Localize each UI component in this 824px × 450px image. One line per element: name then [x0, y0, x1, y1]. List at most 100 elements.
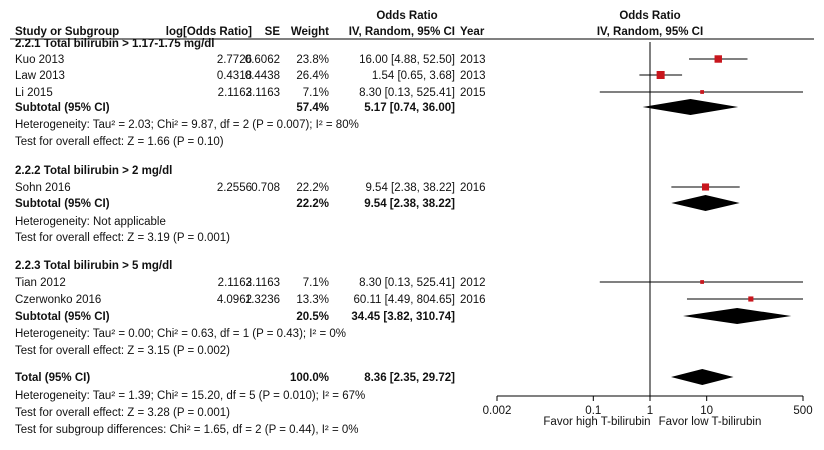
subtotal-ci: 34.45 [3.82, 310.74]	[351, 311, 455, 323]
study-name: Kuo 2013	[15, 54, 64, 66]
study-point	[748, 296, 754, 302]
subtotal-weight: 20.5%	[296, 311, 329, 323]
standard-error: 0.6062	[245, 54, 280, 66]
x-axis: 0.002 0.1 1 10 500	[483, 395, 813, 417]
x-axis-tick-label: 1	[647, 405, 653, 417]
column-header-weight: Weight	[291, 26, 329, 38]
table-rows: 2.2.1 Total bilirubin > 1.17-1.75 mg/dl K…	[15, 38, 486, 436]
x-axis-label-right: Favor low T-bilirubin	[659, 416, 762, 428]
statistics-note: Test for subgroup differences: Chi² = 1.…	[15, 424, 359, 436]
column-header-se: SE	[265, 26, 281, 38]
table-row: 2.2.3 Total bilirubin > 5 mg/dl	[15, 260, 172, 272]
x-axis-tick-label: 0.002	[483, 405, 512, 417]
odds-ratio-ci: 1.54 [0.65, 3.68]	[372, 70, 455, 82]
subgroup-heading: 2.2.1 Total bilirubin > 1.17-1.75 mg/dl	[15, 38, 215, 50]
standard-error: 1.3236	[245, 294, 280, 306]
subtotal-diamond	[682, 308, 792, 324]
statistics-note: Heterogeneity: Tau² = 0.00; Chi² = 0.63,…	[15, 328, 346, 340]
log-odds-ratio: 2.1163	[218, 277, 252, 289]
log-odds-ratio: 2.2556	[217, 182, 252, 194]
log-odds-ratio: 0.4318	[217, 70, 252, 82]
table-row: Test for overall effect: Z = 3.28 (P = 0…	[15, 407, 230, 419]
table-row: Heterogeneity: Not applicable	[15, 216, 166, 228]
total-label: Total (95% CI)	[15, 372, 90, 384]
statistics-note: Heterogeneity: Tau² = 2.03; Chi² = 9.87,…	[15, 119, 359, 131]
subgroup-heading: 2.2.3 Total bilirubin > 5 mg/dl	[15, 260, 172, 272]
study-point	[700, 280, 704, 284]
table-row: Test for overall effect: Z = 3.15 (P = 0…	[15, 345, 230, 357]
total-ci: 8.36 [2.35, 29.72]	[364, 372, 455, 384]
column-header-year: Year	[460, 26, 485, 38]
total-diamond	[671, 369, 734, 385]
log-odds-ratio: 4.0962	[217, 294, 252, 306]
table-row: Heterogeneity: Tau² = 2.03; Chi² = 9.87,…	[15, 119, 359, 131]
odds-ratio-ci: 8.30 [0.13, 525.41]	[359, 87, 455, 99]
table-row: Subtotal (95% CI) 57.4% 5.17 [0.74, 36.00]	[15, 102, 455, 114]
study-year: 2015	[460, 87, 486, 99]
subtotal-weight: 22.2%	[296, 198, 329, 210]
statistics-note: Test for overall effect: Z = 1.66 (P = 0…	[15, 136, 224, 148]
study-weight: 22.2%	[296, 182, 329, 194]
subtotal-ci: 5.17 [0.74, 36.00]	[364, 102, 455, 114]
standard-error: 0.708	[251, 182, 280, 194]
log-odds-ratio: 2.7726	[217, 54, 252, 66]
study-year: 2016	[460, 182, 486, 194]
standard-error: 0.4438	[245, 70, 280, 82]
x-axis-tick-label: 0.1	[585, 405, 601, 417]
subtotal-label: Subtotal (95% CI)	[15, 198, 110, 210]
study-weight: 13.3%	[296, 294, 329, 306]
statistics-note: Heterogeneity: Not applicable	[15, 216, 166, 228]
study-name: Li 2015	[15, 87, 53, 99]
subtotal-weight: 57.4%	[296, 102, 329, 114]
study-weight: 23.8%	[296, 54, 329, 66]
statistics-note: Test for overall effect: Z = 3.19 (P = 0…	[15, 232, 230, 244]
study-name: Sohn 2016	[15, 182, 71, 194]
standard-error: 2.1163	[246, 87, 280, 99]
odds-ratio-ci: 9.54 [2.38, 38.22]	[365, 182, 455, 194]
table-row: Test for subgroup differences: Chi² = 1.…	[15, 424, 359, 436]
study-name: Czerwonko 2016	[15, 294, 101, 306]
x-axis-label-left: Favor high T-bilirubin	[543, 416, 650, 428]
subtotal-diamond	[671, 195, 740, 211]
odds-ratio-ci: 60.11 [4.49, 804.65]	[354, 294, 455, 306]
study-year: 2013	[460, 54, 486, 66]
statistics-note: Heterogeneity: Tau² = 1.39; Chi² = 15.20…	[15, 390, 365, 402]
study-point	[714, 55, 722, 63]
total-weight: 100.0%	[290, 372, 329, 384]
x-axis-tick-label: 10	[700, 405, 713, 417]
plot-area	[599, 42, 803, 396]
table-row: Test for overall effect: Z = 1.66 (P = 0…	[15, 136, 224, 148]
table-row: 2.2.1 Total bilirubin > 1.17-1.75 mg/dl	[15, 38, 215, 50]
table-row: Subtotal (95% CI) 22.2% 9.54 [2.38, 38.22]	[15, 198, 455, 210]
table-row: Heterogeneity: Tau² = 1.39; Chi² = 15.20…	[15, 390, 365, 402]
subtotal-ci: 9.54 [2.38, 38.22]	[364, 198, 455, 210]
odds-ratio-column-title: Odds Ratio	[376, 10, 437, 22]
subtotal-label: Subtotal (95% CI)	[15, 311, 110, 323]
table-row: Test for overall effect: Z = 3.19 (P = 0…	[15, 232, 230, 244]
x-axis-tick-label: 500	[793, 405, 812, 417]
statistics-note: Test for overall effect: Z = 3.15 (P = 0…	[15, 345, 230, 357]
study-name: Law 2013	[15, 70, 65, 82]
table-row: Subtotal (95% CI) 20.5% 34.45 [3.82, 310.7…	[15, 311, 455, 323]
study-year: 2012	[460, 277, 486, 289]
study-name: Tian 2012	[15, 277, 66, 289]
study-weight: 7.1%	[303, 277, 329, 289]
table-row: 2.2.2 Total bilirubin > 2 mg/dl	[15, 165, 172, 177]
standard-error: 2.1163	[246, 277, 280, 289]
study-weight: 26.4%	[296, 70, 329, 82]
column-header-ci: IV, Random, 95% CI	[349, 26, 455, 38]
study-year: 2013	[460, 70, 486, 82]
subtotal-diamond	[642, 99, 739, 115]
study-year: 2016	[460, 294, 486, 306]
odds-ratio-ci: 8.30 [0.13, 525.41]	[359, 277, 455, 289]
odds-ratio-ci: 16.00 [4.88, 52.50]	[359, 54, 455, 66]
study-point	[701, 183, 710, 191]
log-odds-ratio: 2.1163	[218, 87, 252, 99]
study-point	[656, 70, 665, 80]
